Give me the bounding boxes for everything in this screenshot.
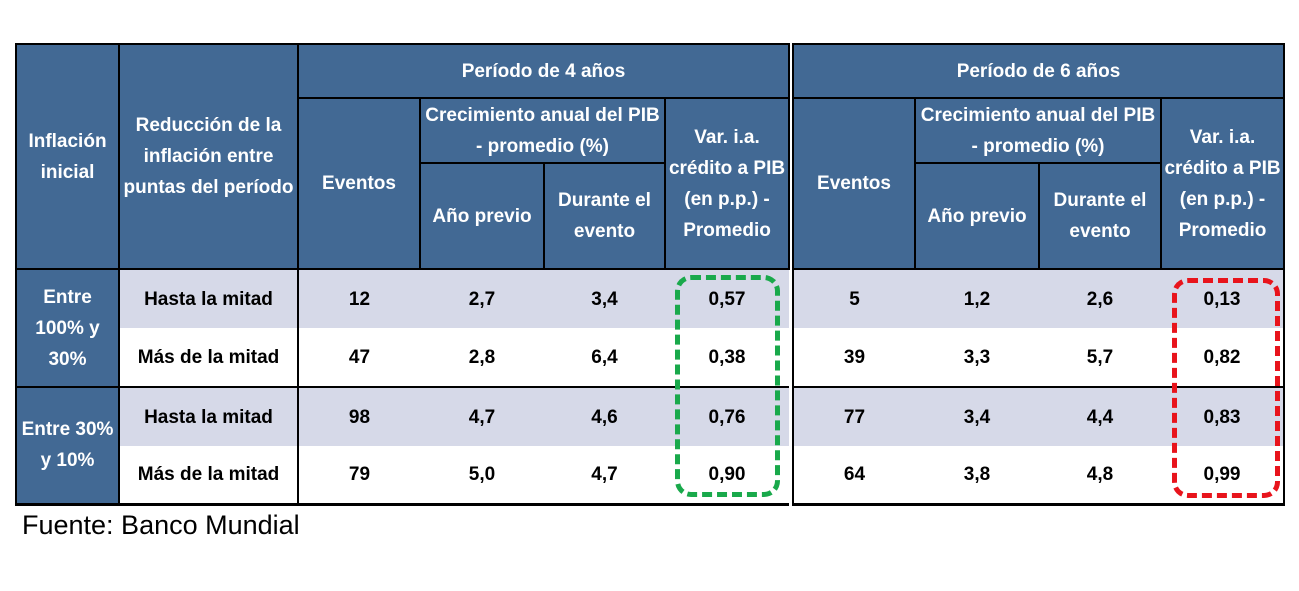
cell: 0,57	[665, 268, 790, 328]
row-label: Más de la mitad	[119, 328, 298, 387]
source-note: Fuente: Banco Mundial	[22, 510, 300, 540]
cell: 0,82	[1161, 328, 1286, 387]
table-row: 39 3,3 5,7 0,82	[792, 328, 1286, 387]
cell: 4,6	[544, 386, 665, 446]
cell: 98	[297, 386, 420, 446]
header-during: Durante el evento	[543, 162, 666, 270]
cell: 1,2	[915, 268, 1039, 328]
header-prev-year: Año previo	[914, 162, 1040, 270]
cell: 64	[792, 446, 915, 504]
row-label: Más de la mitad	[119, 446, 298, 504]
table-row: 64 3,8 4,8 0,99	[792, 446, 1286, 504]
table-row: 5 1,2 2,6 0,13	[792, 268, 1286, 328]
group-label: Entre 100% y 30%	[15, 268, 120, 388]
cell: 5,7	[1039, 328, 1161, 387]
cell: 3,4	[544, 268, 665, 328]
cell: 2,6	[1039, 268, 1161, 328]
header-gdp-growth: Crecimiento anual del PIB - promedio (%)	[419, 97, 666, 164]
header-credit: Var. i.a. crédito a PIB (en p.p.) - Prom…	[663, 97, 791, 270]
cell: 5	[792, 268, 915, 328]
cell: 0,13	[1161, 268, 1286, 328]
cell: 4,7	[544, 446, 665, 504]
header-events: Eventos	[297, 97, 421, 270]
row-label: Hasta la mitad	[119, 268, 298, 328]
group-label: Entre 30% y 10%	[15, 386, 120, 505]
cell: 0,83	[1161, 386, 1286, 446]
table-row: Más de la mitad 79 5,0 4,7 0,90	[16, 446, 790, 504]
row-label: Hasta la mitad	[119, 386, 298, 446]
cell: 4,8	[1039, 446, 1161, 504]
cell: 0,76	[665, 386, 790, 446]
header-during: Durante el evento	[1038, 162, 1162, 270]
header-reduction: Reducción de la inflación entre puntas d…	[118, 43, 299, 270]
cell: 4,7	[420, 386, 544, 446]
period-title: Período de 6 años	[791, 43, 1286, 99]
cell: 3,8	[915, 446, 1039, 504]
cell: 2,7	[420, 268, 544, 328]
cell: 0,90	[665, 446, 790, 504]
header-inflation-initial: Inflación inicial	[15, 43, 120, 270]
table-row: Entre 30% y 10% Hasta la mitad 98 4,7 4,…	[15, 386, 790, 505]
table-row: Entre 100% y 30% Hasta la mitad 12 2,7 3…	[15, 268, 790, 388]
table-period-4: Inflación inicial Reducción de la inflac…	[15, 43, 791, 506]
table-row: 77 3,4 4,4 0,83	[792, 386, 1286, 446]
cell: 3,3	[915, 328, 1039, 387]
cell: 4,4	[1039, 386, 1161, 446]
period-title: Período de 4 años	[296, 43, 791, 99]
cell: 6,4	[544, 328, 665, 387]
cell: 0,38	[665, 328, 790, 387]
cell: 79	[297, 446, 420, 504]
cell: 77	[792, 386, 915, 446]
cell: 3,4	[915, 386, 1039, 446]
table-row: Más de la mitad 47 2,8 6,4 0,38	[16, 328, 790, 387]
cell: 12	[297, 268, 420, 328]
cell: 0,99	[1161, 446, 1286, 504]
header-prev-year: Año previo	[419, 162, 545, 270]
cell: 39	[792, 328, 915, 387]
cell: 5,0	[420, 446, 544, 504]
cell: 2,8	[420, 328, 544, 387]
header-events: Eventos	[792, 97, 916, 270]
header-credit: Var. i.a. crédito a PIB (en p.p.) - Prom…	[1159, 97, 1286, 270]
table-period-6: Período de 6 años Eventos Crecimiento an…	[791, 43, 1286, 506]
header-gdp-growth: Crecimiento anual del PIB - promedio (%)	[914, 97, 1162, 164]
cell: 47	[297, 328, 420, 387]
